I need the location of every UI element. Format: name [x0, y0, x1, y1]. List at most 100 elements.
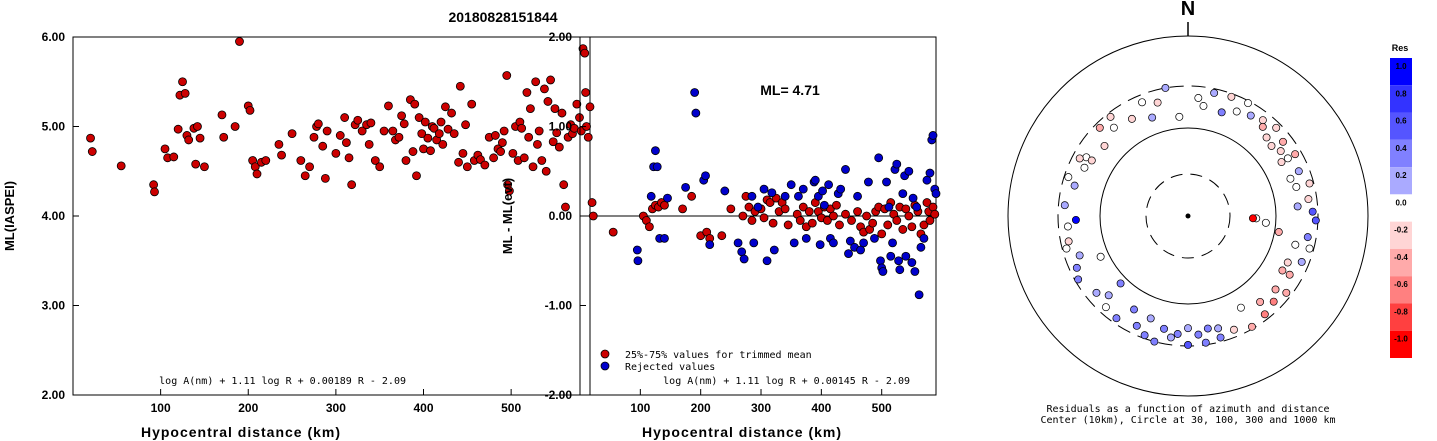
- station-marker: [1087, 156, 1096, 165]
- data-point: [423, 133, 433, 143]
- colorbar-label: 1.0: [1395, 62, 1407, 71]
- data-point: [191, 159, 201, 169]
- y-tick-label: 2.00: [42, 388, 66, 402]
- data-point: [572, 99, 582, 109]
- station-marker: [1294, 167, 1303, 176]
- station-marker: [1184, 324, 1192, 333]
- y-tick-label: 6.00: [42, 30, 66, 44]
- data-point: [370, 156, 380, 165]
- station-marker: [1184, 341, 1192, 349]
- data-point: [441, 102, 450, 112]
- rejected-point: [739, 254, 749, 264]
- data-point: [434, 129, 444, 139]
- station-marker: [1277, 158, 1286, 166]
- data-point: [193, 122, 202, 131]
- station-marker: [1297, 257, 1306, 266]
- rejected-point: [660, 233, 669, 243]
- station-marker: [1261, 218, 1270, 227]
- data-point: [410, 99, 420, 109]
- data-point: [892, 216, 902, 225]
- data-point: [798, 202, 808, 212]
- formula-label: log A(nm) + 1.11 log R + 0.00189 R - 2.0…: [159, 376, 406, 387]
- station-marker: [1075, 154, 1084, 163]
- rejected-point: [798, 184, 808, 194]
- station-marker: [1292, 183, 1301, 191]
- data-point: [252, 169, 262, 179]
- data-point: [717, 231, 727, 241]
- colorbar-label: -1.0: [1394, 335, 1408, 344]
- station-marker: [1063, 222, 1072, 231]
- data-point: [394, 132, 404, 142]
- data-point: [384, 101, 393, 111]
- data-point: [347, 180, 357, 190]
- data-point: [832, 200, 841, 210]
- rejected-point: [759, 184, 769, 194]
- data-point: [807, 218, 817, 228]
- y-tick-label: 5.00: [42, 120, 66, 134]
- data-point: [277, 150, 286, 160]
- data-point: [898, 225, 908, 234]
- rejected-point: [845, 236, 855, 246]
- rejected-point: [916, 242, 926, 252]
- y-tick-label: 0.00: [549, 209, 573, 223]
- station-marker: [1260, 310, 1269, 319]
- data-point: [397, 111, 407, 121]
- rejected-point: [912, 202, 922, 212]
- station-marker: [1311, 216, 1320, 225]
- rejected-point: [895, 265, 905, 275]
- data-point: [853, 207, 862, 216]
- y-tick-label: 3.00: [42, 299, 66, 313]
- rejected-point: [836, 184, 846, 194]
- data-point: [783, 220, 793, 230]
- station-marker: [1075, 251, 1084, 260]
- data-point: [443, 124, 453, 134]
- data-point: [550, 104, 560, 113]
- station-marker: [1267, 141, 1276, 150]
- data-point: [438, 139, 448, 149]
- data-point: [178, 77, 187, 87]
- colorbar-swatches: [1390, 58, 1412, 358]
- data-point: [744, 202, 754, 212]
- data-point: [458, 148, 468, 158]
- data-point: [87, 147, 97, 156]
- azimuth-residual-panel: N Residuals as a function of azimuth and…: [1007, 0, 1369, 426]
- data-point: [245, 105, 255, 115]
- station-marker: [1072, 263, 1081, 272]
- rejected-point: [870, 233, 879, 243]
- data-point: [320, 174, 330, 183]
- colorbar-swatch: [1390, 112, 1412, 140]
- legend-label-trimmed: 25%-75% values for trimmed mean: [625, 350, 812, 361]
- colorbar-swatch: [1390, 139, 1412, 168]
- data-point: [528, 162, 538, 172]
- polar-caption-line2: Center (10km), Circle at 30, 100, 300 an…: [1040, 415, 1335, 426]
- data-point: [318, 141, 328, 151]
- data-point: [274, 139, 284, 149]
- station-marker: [1210, 88, 1219, 97]
- colorbar-swatch: [1390, 276, 1412, 304]
- data-point: [230, 122, 240, 131]
- colorbar-label: -0.2: [1394, 226, 1408, 235]
- colorbar-label: 0.6: [1395, 117, 1407, 126]
- data-point: [726, 204, 736, 214]
- data-point: [862, 211, 872, 221]
- rejected-point: [818, 186, 827, 196]
- data-point: [678, 204, 687, 214]
- data-point: [219, 132, 229, 142]
- data-point: [490, 131, 500, 140]
- station-marker: [1194, 94, 1203, 102]
- y-tick-label: 2.00: [549, 30, 573, 44]
- data-point: [235, 37, 244, 46]
- colorbar-label: 0.4: [1395, 144, 1407, 153]
- rejected-point: [886, 251, 896, 261]
- data-point: [575, 113, 584, 122]
- colorbar-label: -0.8: [1394, 307, 1408, 316]
- station-marker: [1130, 305, 1138, 314]
- station-marker: [1283, 258, 1292, 267]
- data-point: [508, 148, 518, 158]
- station-marker: [1246, 111, 1255, 120]
- data-point: [313, 119, 323, 129]
- data-point: [546, 75, 555, 85]
- rejected-point: [904, 166, 914, 176]
- rejected-point: [646, 191, 656, 201]
- data-point: [408, 147, 418, 156]
